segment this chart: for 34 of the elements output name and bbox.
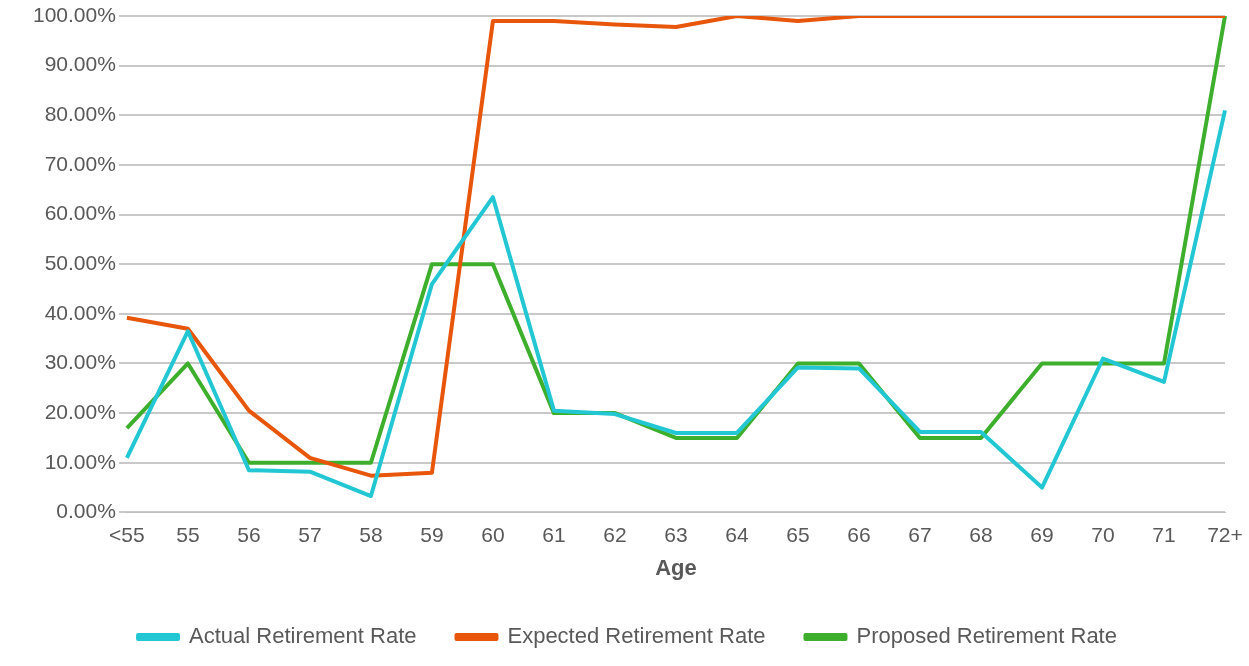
x-tick-label: 60 [481,522,505,546]
x-tick-label: <55 [109,522,145,546]
y-tick-label: 60.00% [44,201,116,225]
x-tick-label: 58 [359,522,383,546]
y-tick-label: 50.00% [44,251,116,274]
x-tick-label: 57 [298,522,322,546]
x-tick-label: 59 [420,522,444,546]
y-tick-label: 100.00% [33,2,116,26]
legend-label: Expected Retirement Rate [507,623,766,649]
x-tick-label: 63 [664,522,688,546]
x-tick-label: 65 [786,522,810,546]
y-tick-label: 30.00% [44,350,116,374]
legend-label: Actual Retirement Rate [189,623,417,649]
x-axis-title: Age [655,554,697,580]
x-tick-label: 56 [237,522,261,546]
y-tick-label: 90.00% [44,52,116,76]
x-tick-label: 68 [969,522,993,546]
x-tick-label: 66 [847,522,871,546]
x-tick-label: 69 [1030,522,1054,546]
x-tick-label: 67 [908,522,932,546]
x-tick-label: 61 [542,522,566,546]
y-tick-label: 40.00% [44,300,116,324]
y-tick-label: 10.00% [44,449,116,473]
x-tick-label: 71 [1152,522,1176,546]
y-tick-label: 80.00% [44,102,116,126]
y-tick-label: 0.00% [56,499,116,523]
x-tick-label: 70 [1091,522,1115,546]
x-tick-label: 55 [176,522,200,546]
x-tick-label: 64 [725,522,749,546]
x-tick-label: 62 [603,522,627,546]
legend-label: Proposed Retirement Rate [856,623,1117,649]
y-tick-label: 20.00% [44,399,116,423]
y-tick-label: 70.00% [44,151,116,175]
x-tick-label: 72+ [1207,522,1243,546]
